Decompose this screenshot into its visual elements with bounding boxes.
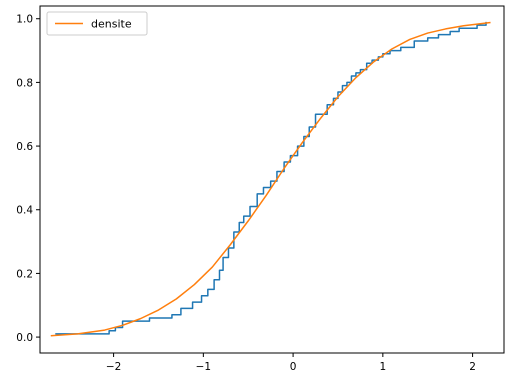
y-tick-label: 0.8 [16, 77, 33, 89]
y-tick-label: 0.0 [16, 332, 33, 344]
y-tick-label: 1.0 [16, 14, 33, 26]
densite-series-line [50, 21, 491, 337]
x-axis: −2 −1 0 1 2 [106, 353, 476, 373]
x-tick-label: 0 [290, 361, 297, 373]
series-layer [50, 21, 491, 337]
legend-label-densite: densite [91, 18, 132, 31]
x-tick-label: 2 [469, 361, 476, 373]
x-tick-label: 1 [379, 361, 386, 373]
x-tick-label: −1 [196, 361, 211, 373]
y-tick-label: 0.6 [16, 141, 33, 153]
y-axis: 0.0 0.2 0.4 0.6 0.8 1.0 [16, 14, 40, 344]
legend: densite [46, 11, 148, 36]
y-tick-label: 0.2 [16, 268, 33, 280]
plot-frame [39, 5, 505, 354]
empirical-cdf-step-line [55, 21, 487, 335]
x-tick-label: −2 [106, 361, 121, 373]
y-tick-label: 0.4 [16, 205, 33, 217]
legend-box [46, 11, 148, 36]
